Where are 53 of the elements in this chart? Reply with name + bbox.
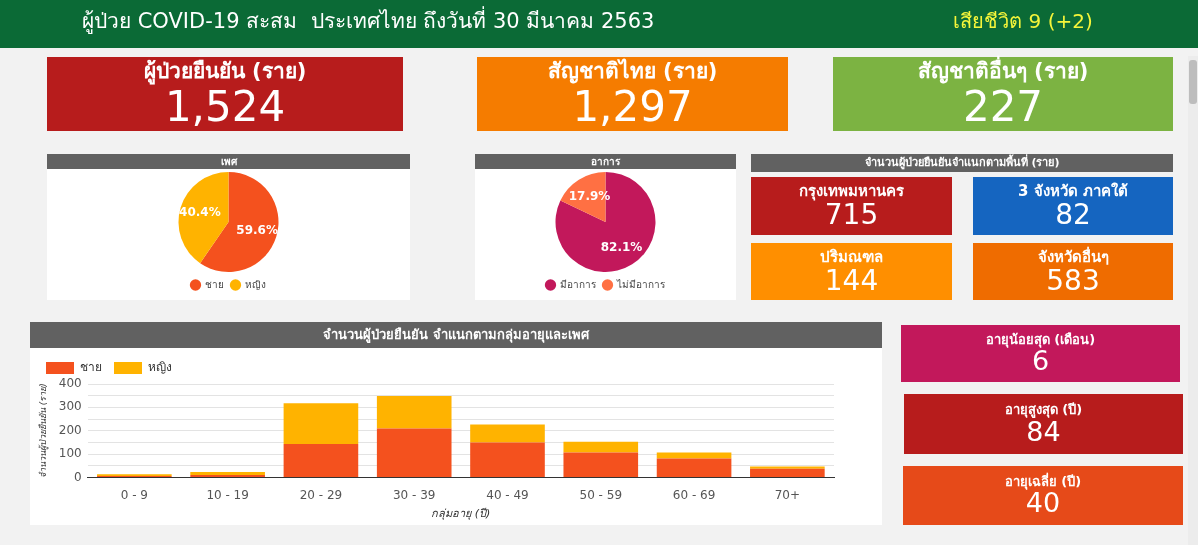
data-label: 82 bbox=[1055, 198, 1091, 232]
text: ผู้ป่วย COVID-19 สะสม ประเทศไทย ถึงวันที่ 30 มีนาคม 2563 bbox=[82, 5, 655, 36]
category-label: กรุงเทพมหานคร bbox=[799, 182, 904, 201]
y-tick-label: 400 bbox=[58, 376, 82, 391]
x-tick-label: 30 - 39 bbox=[392, 487, 436, 502]
bar bbox=[283, 403, 359, 445]
data-label: 17.9% bbox=[568, 188, 611, 203]
bar bbox=[563, 452, 639, 477]
data-label: 583 bbox=[1046, 263, 1100, 297]
legend-label: ไม่มีอาการ bbox=[615, 278, 666, 290]
data-label: 82.1% bbox=[600, 239, 643, 254]
x-axis-title: กลุ่มอายุ (ปี) bbox=[431, 507, 491, 521]
category-label: สัญชาติไทย (ราย) bbox=[547, 59, 718, 85]
x-tick-label: 20 - 29 bbox=[299, 487, 343, 502]
bar bbox=[750, 468, 825, 477]
legend-label: ชาย bbox=[80, 360, 102, 375]
chart-title: จำนวนผู้ป่วยยืนยัน จำแนกตามกลุ่มอายุและเพศ bbox=[30, 322, 882, 348]
bar bbox=[376, 428, 452, 477]
category-label: 3 จังหวัด ภาคใต้ bbox=[1018, 182, 1128, 201]
y-tick-label: 300 bbox=[58, 399, 82, 414]
x-tick-label: 60 - 69 bbox=[672, 487, 716, 502]
category-label: จังหวัดอื่นๆ bbox=[1037, 247, 1109, 266]
text: จำนวนผู้ป่วยยืนยันจำแนกตามพื้นที่ (ราย) bbox=[751, 154, 1173, 172]
data-label: 144 bbox=[824, 263, 879, 297]
bar bbox=[656, 452, 732, 459]
x-tick-label: 40 - 49 bbox=[486, 487, 529, 502]
category-label: อายุเฉลี่ย (ปี) bbox=[1004, 473, 1082, 490]
data-label: 715 bbox=[824, 198, 879, 232]
chart-title: เพศ bbox=[47, 154, 410, 169]
category-label: ปริมณฑล bbox=[820, 247, 883, 266]
bar bbox=[376, 395, 452, 429]
x-tick-label: 10 - 19 bbox=[206, 487, 249, 502]
bar bbox=[470, 442, 545, 477]
y-tick-label: 100 bbox=[58, 446, 82, 461]
bar bbox=[563, 441, 639, 453]
legend-label: ชาย bbox=[204, 278, 224, 290]
legend-label: มีอาการ bbox=[559, 278, 597, 290]
y-axis-title: จำนวนผู้ป่วยยืนยัน (ราย) bbox=[37, 383, 49, 479]
legend-label: หญิง bbox=[244, 278, 266, 290]
bar bbox=[656, 458, 732, 477]
x-tick-label: 50 - 59 bbox=[579, 487, 623, 502]
bar bbox=[750, 466, 825, 469]
text: เสียชีวิต 9 (+2) bbox=[952, 8, 1094, 35]
bar bbox=[283, 444, 359, 477]
data-label: 40.4% bbox=[179, 205, 221, 220]
y-tick-label: 200 bbox=[58, 422, 82, 437]
bar bbox=[470, 424, 545, 443]
y-tick-label: 0 bbox=[74, 469, 82, 484]
chart-title: อาการ bbox=[475, 154, 736, 169]
x-tick-label: 0 - 9 bbox=[120, 487, 148, 502]
data-label: 59.6% bbox=[236, 223, 278, 238]
x-tick-label: 70+ bbox=[774, 487, 801, 502]
legend-label: หญิง bbox=[148, 360, 172, 375]
